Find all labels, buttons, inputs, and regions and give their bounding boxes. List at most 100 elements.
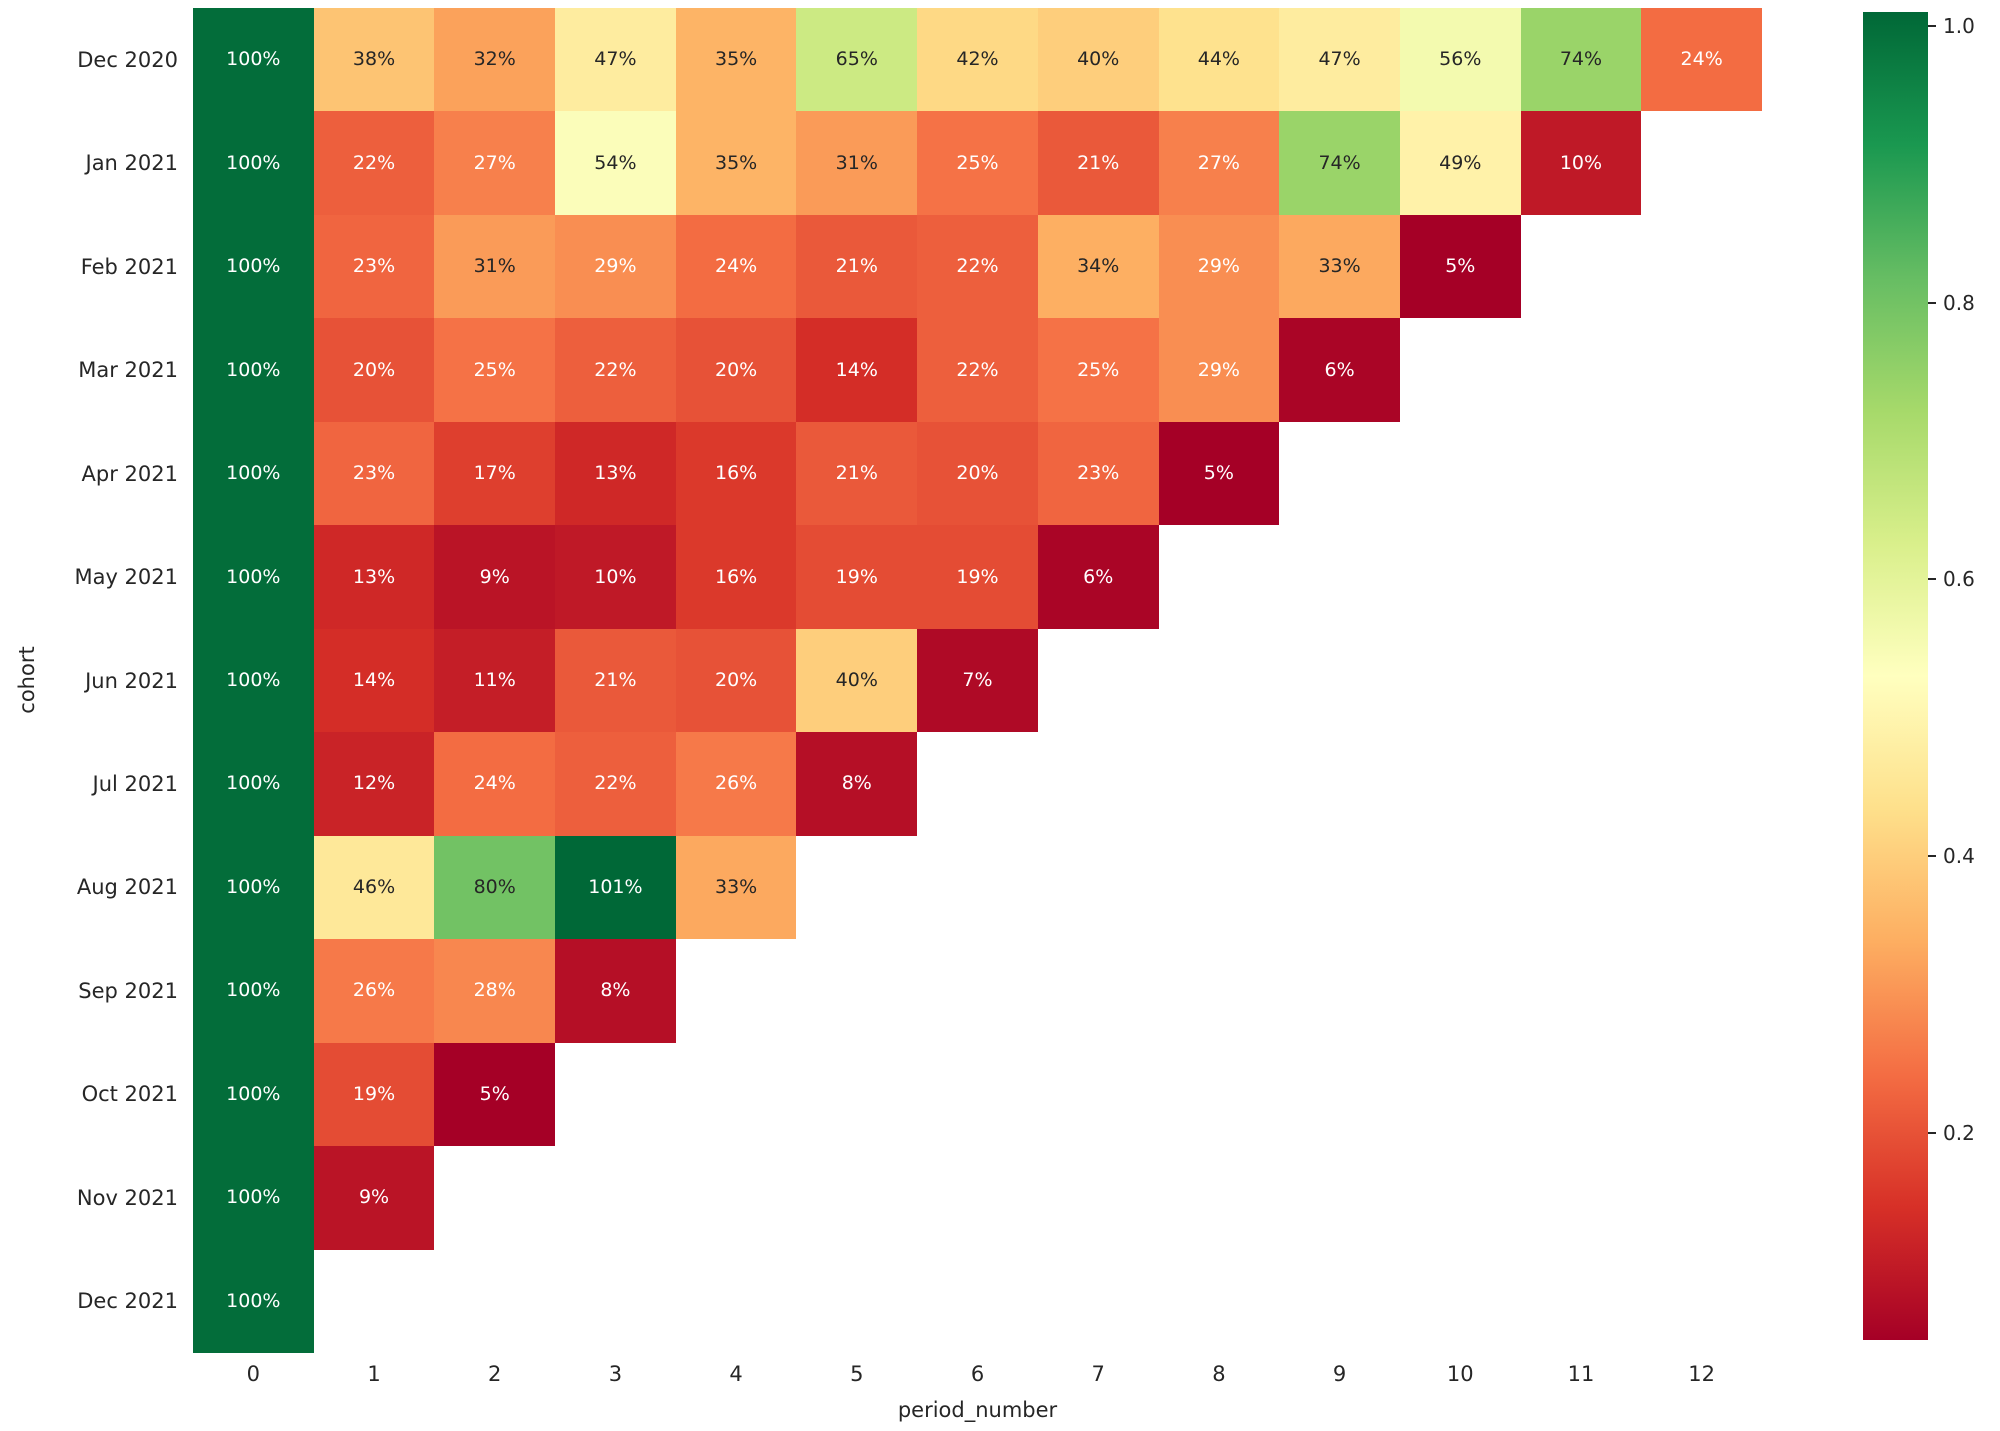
heatmap-cell-empty — [555, 1146, 676, 1249]
heatmap-cell: 101% — [555, 835, 676, 940]
heatmap-cell: 28% — [434, 939, 556, 1043]
heatmap-cell-empty — [1521, 215, 1642, 318]
y-tick-label: Apr 2021 — [81, 461, 178, 486]
colorbar-tick-label: 0.2 — [1943, 1120, 1975, 1145]
heatmap-cell-empty — [1159, 1043, 1280, 1146]
heatmap-cell: 14% — [313, 628, 435, 733]
heatmap-cell-empty — [1641, 629, 1762, 732]
heatmap-cell: 20% — [917, 421, 1038, 526]
heatmap-cell-empty — [1521, 525, 1642, 628]
heatmap-cell-empty — [1641, 1043, 1762, 1146]
x-axis-title: period_number — [897, 1398, 1058, 1422]
y-tick-label: Dec 2020 — [77, 47, 178, 72]
heatmap-cell: 47% — [555, 8, 676, 112]
heatmap-cell-empty — [1641, 318, 1762, 421]
colorbar-tick: 0.4 — [1928, 846, 1975, 866]
x-tick-label: 0 — [246, 1362, 261, 1386]
heatmap-cell-empty — [917, 1250, 1038, 1353]
heatmap-cell: 40% — [796, 628, 918, 733]
colorbar — [1863, 12, 1928, 1340]
heatmap-cell-empty — [1521, 732, 1642, 835]
heatmap-cell-empty — [1641, 215, 1762, 318]
heatmap-cell: 5% — [434, 1042, 556, 1147]
heatmap-cell: 16% — [675, 421, 797, 526]
x-tick-label: 2 — [488, 1362, 502, 1386]
heatmap-cell: 31% — [434, 214, 556, 319]
heatmap-cell: 40% — [1037, 8, 1159, 112]
heatmap-cell: 100% — [193, 525, 314, 629]
heatmap-cell: 21% — [796, 421, 918, 526]
heatmap-cell-empty — [1159, 525, 1280, 628]
heatmap-cell: 54% — [555, 111, 676, 215]
heatmap-cell-empty — [1641, 1146, 1762, 1249]
heatmap-cell: 25% — [917, 111, 1038, 215]
heatmap-cell: 100% — [193, 835, 314, 940]
heatmap-cell: 19% — [917, 525, 1038, 629]
y-tick-label: Feb 2021 — [80, 254, 178, 279]
colorbar-tick-label: 0.8 — [1943, 290, 1975, 315]
heatmap-cell-empty — [1279, 939, 1400, 1042]
colorbar-tick-mark — [1928, 1131, 1936, 1134]
heatmap-cell-empty — [1038, 1043, 1159, 1146]
heatmap-cell-empty — [1279, 629, 1400, 732]
heatmap-cell-empty — [676, 1043, 797, 1146]
x-tick-label: 10 — [1446, 1362, 1474, 1386]
heatmap-cell: 20% — [675, 318, 797, 422]
y-tick-label: Jan 2021 — [85, 151, 179, 176]
heatmap-cell: 33% — [675, 835, 797, 940]
heatmap-cell-empty — [1038, 939, 1159, 1042]
heatmap-cell: 20% — [675, 628, 797, 733]
heatmap-cell-empty — [796, 1146, 917, 1249]
heatmap-cell-empty — [1159, 1146, 1280, 1249]
heatmap-cell: 100% — [193, 628, 314, 733]
heatmap-cell-empty — [917, 836, 1038, 939]
heatmap-cell: 34% — [1037, 214, 1159, 319]
heatmap-cell: 19% — [313, 1042, 435, 1147]
heatmap-cell: 25% — [1037, 318, 1159, 422]
heatmap-cell-empty — [1279, 1250, 1400, 1353]
heatmap-cell: 74% — [1279, 111, 1400, 215]
y-tick-label: Jun 2021 — [85, 668, 178, 693]
heatmap-cell: 22% — [555, 318, 676, 422]
colorbar-tick-label: 0.4 — [1943, 843, 1975, 868]
heatmap-cell: 100% — [193, 1249, 314, 1353]
x-tick-label: 4 — [729, 1362, 743, 1386]
heatmap-cell-empty — [1279, 525, 1400, 628]
heatmap-cell-empty — [676, 1146, 797, 1249]
heatmap-cell: 100% — [193, 1042, 314, 1147]
heatmap-cell: 24% — [434, 732, 556, 836]
heatmap-cell-empty — [1641, 1250, 1762, 1353]
x-tick-label: 9 — [1332, 1362, 1347, 1386]
heatmap-cell-empty — [1400, 318, 1521, 421]
colorbar-tick: 0.8 — [1928, 293, 1975, 313]
heatmap-cell-empty — [1159, 629, 1280, 732]
heatmap-cell-empty — [1279, 1043, 1400, 1146]
heatmap-cell-empty — [1521, 422, 1642, 525]
colorbar-tick: 0.2 — [1928, 1123, 1975, 1143]
heatmap-cell-empty — [676, 1250, 797, 1353]
y-tick-label: Dec 2021 — [77, 1289, 178, 1314]
heatmap-cell: 80% — [434, 835, 556, 940]
x-tick-label: 11 — [1567, 1362, 1595, 1386]
heatmap-cell: 6% — [1279, 318, 1400, 422]
heatmap-cell: 7% — [917, 628, 1038, 733]
heatmap-cell-empty — [555, 1250, 676, 1353]
heatmap-cell: 21% — [1037, 111, 1159, 215]
heatmap-cell-empty — [1038, 1146, 1159, 1249]
heatmap-cell: 32% — [434, 8, 556, 112]
heatmap-cell-empty — [1400, 939, 1521, 1042]
heatmap-cell-empty — [1641, 111, 1762, 214]
heatmap-cell: 100% — [193, 421, 314, 526]
heatmap-cell-empty — [1641, 939, 1762, 1042]
heatmap-cell-empty — [314, 1250, 435, 1353]
heatmap-cell: 24% — [675, 214, 797, 319]
colorbar-tick-label: 1.0 — [1943, 13, 1975, 38]
heatmap-cell: 10% — [555, 525, 676, 629]
heatmap-cell-empty — [796, 1250, 917, 1353]
heatmap-cell: 8% — [796, 732, 918, 836]
y-tick-label: Aug 2021 — [76, 875, 178, 900]
heatmap-cell: 13% — [555, 421, 676, 526]
heatmap-cell-empty — [1400, 732, 1521, 835]
heatmap-cell-empty — [1159, 1250, 1280, 1353]
heatmap-cell-empty — [1400, 525, 1521, 628]
